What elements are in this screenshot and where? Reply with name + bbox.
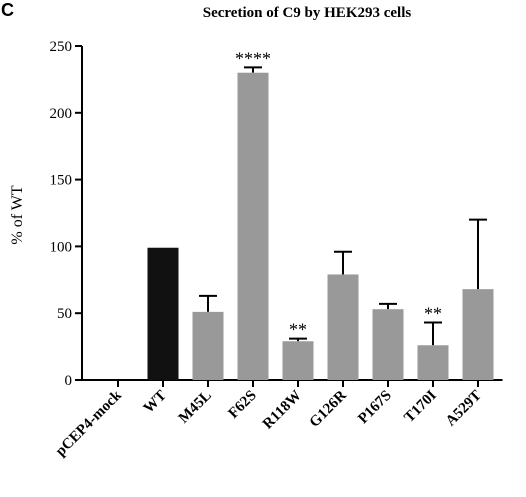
- x-tick-label: A529T: [443, 388, 485, 430]
- chart-title: Secretion of C9 by HEK293 cells: [203, 5, 412, 21]
- x-tick-label: G126R: [307, 387, 350, 430]
- bar-wt: [147, 247, 179, 380]
- y-tick-label: 250: [50, 39, 73, 55]
- x-tick-label: pCEP4-mock: [53, 387, 125, 459]
- x-tick-label: F62S: [226, 388, 260, 422]
- bar-m45l: [192, 311, 224, 380]
- x-tick-label: T170I: [401, 387, 440, 426]
- bar-f62s: [237, 72, 269, 380]
- y-tick-label: 50: [57, 306, 72, 322]
- bar-r118w: [282, 341, 314, 380]
- y-tick-label: 100: [50, 239, 73, 255]
- significance-marker: ****: [235, 48, 271, 68]
- significance-marker: **: [289, 320, 307, 340]
- x-tick-label: P167S: [355, 388, 395, 428]
- bar-g126r: [327, 274, 359, 380]
- y-tick-label: 150: [50, 173, 73, 189]
- significance-marker: **: [424, 304, 442, 324]
- y-axis-label: % of WT: [9, 185, 26, 244]
- panel-label: C: [1, 0, 14, 20]
- bar-t170i: [417, 345, 449, 380]
- bar-a529t: [462, 289, 494, 380]
- bar-p167s: [372, 309, 404, 380]
- y-tick-label: 0: [65, 373, 73, 389]
- x-tick-label: M45L: [176, 388, 215, 427]
- x-tick-label: R118W: [260, 388, 305, 433]
- x-tick-label: WT: [141, 388, 170, 417]
- y-tick-label: 200: [50, 106, 73, 122]
